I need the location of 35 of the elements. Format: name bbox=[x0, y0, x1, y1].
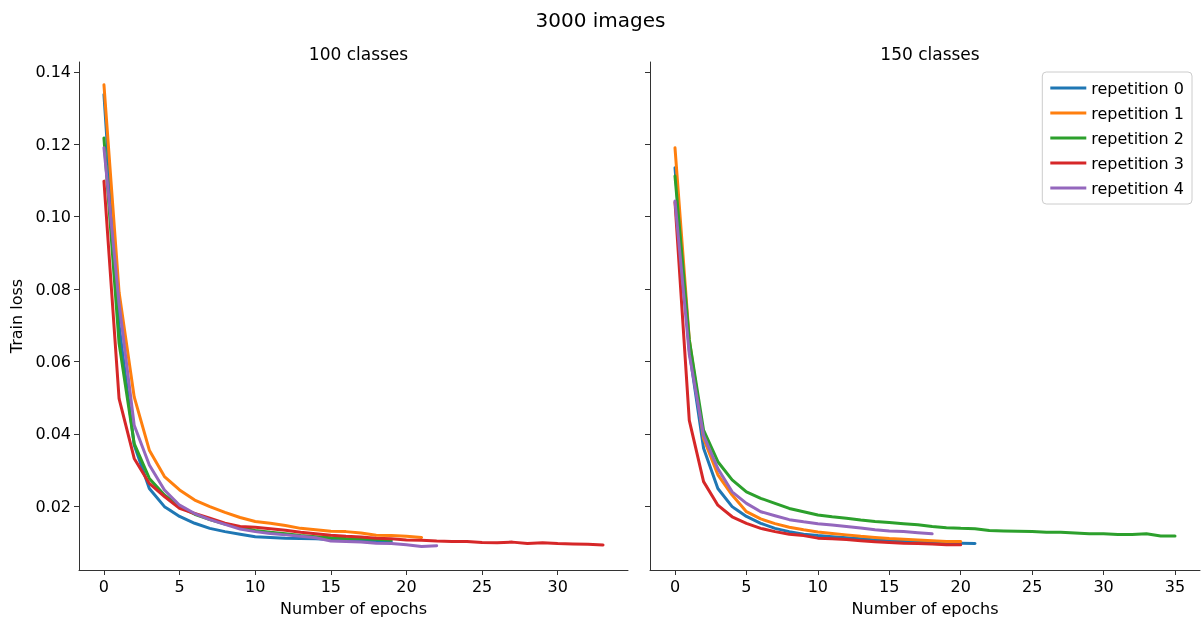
x-tick-label: 10 bbox=[807, 576, 829, 596]
legend-label: repetition 1 bbox=[1091, 103, 1184, 123]
legend-label: repetition 4 bbox=[1091, 178, 1184, 198]
y-tick-label: 0.06 bbox=[35, 351, 71, 371]
legend-label: repetition 2 bbox=[1091, 128, 1184, 148]
legend-label: repetition 3 bbox=[1091, 153, 1184, 173]
x-tick-label: 15 bbox=[879, 576, 900, 596]
x-tick-label: 25 bbox=[1021, 576, 1043, 596]
x-tick-label: 20 bbox=[396, 576, 417, 596]
y-tick-label: 0.14 bbox=[35, 62, 71, 82]
x-tick-label: 30 bbox=[1093, 576, 1114, 596]
x-tick-label: 30 bbox=[547, 576, 568, 596]
line-series bbox=[102, 146, 439, 548]
x-axis-title: Number of epochs bbox=[851, 598, 999, 618]
y-axis-title: Train loss bbox=[6, 278, 26, 355]
x-tick-label: 5 bbox=[174, 576, 185, 596]
x-tick-label: 0 bbox=[98, 576, 110, 596]
x-tick-label: 10 bbox=[245, 576, 266, 596]
chart-title: 3000 images bbox=[534, 8, 667, 32]
x-tick-label: 0 bbox=[669, 576, 681, 596]
x-tick-label: 25 bbox=[471, 576, 493, 596]
x-tick-label: 35 bbox=[1164, 576, 1186, 596]
x-tick-label: 20 bbox=[950, 576, 971, 596]
y-tick-label: 0.10 bbox=[35, 207, 71, 227]
y-tick-label: 0.02 bbox=[35, 496, 71, 516]
legend-label: repetition 0 bbox=[1091, 78, 1184, 98]
line-series bbox=[102, 179, 605, 547]
chart-subtitle: 100 classes bbox=[308, 43, 409, 64]
y-tick-label: 0.08 bbox=[35, 279, 71, 299]
x-tick-label: 5 bbox=[741, 576, 752, 596]
x-tick-label: 15 bbox=[320, 576, 341, 596]
chart-subtitle: 150 classes bbox=[880, 43, 980, 64]
y-tick-label: 0.04 bbox=[35, 424, 71, 444]
y-tick-label: 0.12 bbox=[35, 134, 71, 154]
x-axis-title: Number of epochs bbox=[280, 598, 427, 618]
